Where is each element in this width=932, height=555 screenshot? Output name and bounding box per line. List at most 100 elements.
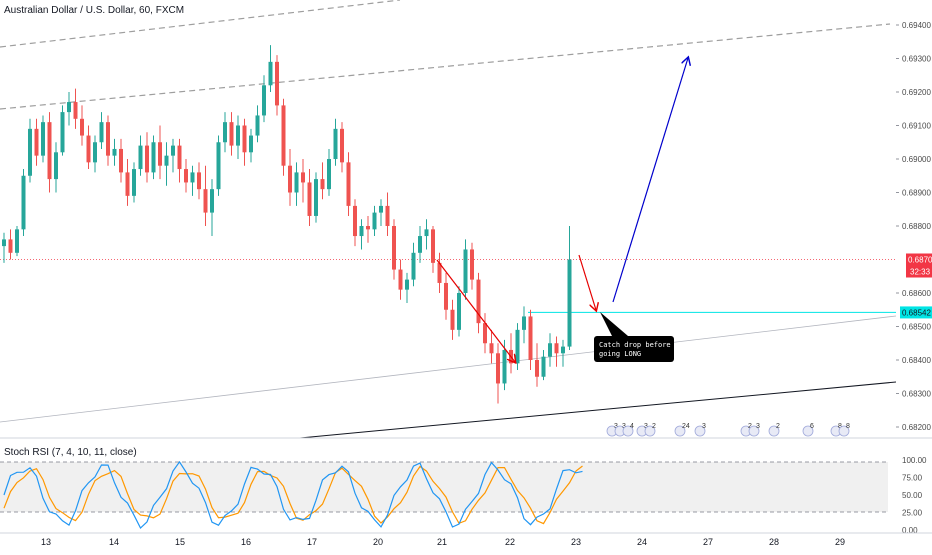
time-label: 23 — [571, 537, 581, 547]
stoch-k-line — [3, 460, 583, 529]
stoch-axis-label: 0.00 — [902, 526, 918, 535]
level-price-tag — [900, 306, 932, 319]
note-box[interactable] — [594, 336, 674, 362]
event-icon[interactable] — [748, 425, 760, 437]
candle-body — [567, 259, 572, 347]
stoch-band — [0, 462, 888, 512]
event-count: 2 — [652, 423, 656, 430]
candle-body — [60, 112, 65, 153]
candle-body — [197, 172, 201, 190]
candle-body — [255, 115, 260, 136]
time-label: 14 — [109, 537, 119, 547]
candle-body — [340, 128, 344, 163]
events-group: 3 3 4 3 2 24 3 2 3 2 6 8 8 — [606, 423, 850, 437]
event-icon[interactable] — [802, 425, 814, 437]
price-label: 0.69000 — [902, 155, 931, 164]
candle-body — [314, 179, 318, 216]
event-count: 3 — [644, 423, 648, 430]
time-label: 27 — [703, 537, 713, 547]
candle-body — [359, 226, 364, 237]
stoch-title: Stoch RSI (7, 4, 10, 11, close) — [4, 447, 137, 458]
event-count: 3 — [702, 423, 706, 430]
candle-body — [411, 252, 416, 280]
time-axis[interactable]: 13 14 15 16 17 20 21 22 23 24 27 28 29 — [41, 537, 845, 547]
candle-body — [158, 142, 162, 166]
candle-body — [67, 102, 71, 113]
time-label: 22 — [505, 537, 515, 547]
price-label: 0.68800 — [902, 222, 931, 231]
price-label: 0.69400 — [902, 21, 931, 30]
event-icon[interactable] — [838, 425, 850, 437]
support-trendline[interactable] — [299, 381, 897, 439]
event-icon[interactable] — [622, 425, 634, 437]
candle-body — [41, 122, 45, 156]
event-count: 3 — [614, 423, 618, 430]
trendlines — [0, 0, 897, 439]
stoch-d-line — [3, 465, 583, 525]
channel-upper-dashed-2[interactable] — [0, 23, 891, 110]
candle-body — [210, 189, 214, 213]
candle-body — [333, 128, 338, 159]
event-count: 24 — [682, 423, 690, 430]
current-price-tag — [906, 253, 932, 266]
time-label: 13 — [41, 537, 51, 547]
candle-body — [457, 293, 461, 330]
price-label: 0.68400 — [902, 356, 931, 365]
candle-body — [21, 175, 26, 230]
candle-body — [541, 356, 546, 377]
drop-arrow-2[interactable] — [578, 254, 596, 310]
candle-body — [177, 145, 182, 170]
candle-body — [73, 102, 78, 119]
candle-body — [93, 142, 97, 163]
event-icon[interactable] — [644, 425, 656, 437]
price-axis[interactable]: 0.69400 0.69300 0.69200 0.69100 0.69000 0.689… — [896, 21, 932, 432]
candle-body — [203, 189, 208, 213]
drop-arrow-1[interactable] — [436, 259, 515, 362]
candle-body — [398, 269, 403, 290]
candle-body — [138, 145, 143, 170]
candle-body — [190, 172, 195, 183]
current-price-value: 0.68700 — [908, 256, 932, 265]
candle-body — [132, 169, 136, 196]
candle-body — [47, 122, 52, 180]
candle-body — [249, 135, 253, 153]
time-label: 29 — [835, 537, 845, 547]
lower-channel-line[interactable] — [0, 315, 897, 423]
candle-body — [470, 249, 474, 280]
candle-body — [164, 155, 169, 166]
candle-body — [320, 179, 325, 190]
candle-body — [307, 182, 312, 216]
long-target-arrow[interactable] — [612, 58, 688, 303]
stoch-axis-label: 50.00 — [902, 491, 923, 500]
candle-body — [424, 229, 429, 237]
candle-body — [444, 282, 448, 310]
candle-body — [554, 343, 559, 354]
candle-body — [8, 239, 13, 253]
candle-body — [450, 309, 455, 330]
event-icon[interactable] — [674, 425, 686, 437]
price-pane[interactable] — [0, 0, 896, 437]
event-icon[interactable] — [694, 425, 706, 437]
candle-body — [392, 226, 396, 270]
candle-body — [372, 212, 377, 230]
candle-body — [2, 239, 6, 247]
candle-body — [366, 226, 370, 230]
price-label: 0.69300 — [902, 55, 931, 64]
stoch-lines — [3, 460, 583, 529]
event-count: 3 — [622, 423, 626, 430]
stoch-axis: 100.00 75.00 50.00 25.00 0.00 — [902, 456, 927, 535]
candle-body — [294, 172, 299, 193]
candle-body — [119, 148, 123, 173]
candle-body — [54, 152, 58, 180]
note-line-1: Catch drop before — [599, 341, 671, 349]
note-line-2: going LONG — [599, 350, 641, 358]
candle-body — [496, 353, 500, 384]
event-icon[interactable] — [768, 425, 780, 437]
channel-upper-dashed-1[interactable] — [0, 0, 401, 48]
candle-body — [418, 236, 422, 253]
time-label: 24 — [637, 537, 647, 547]
candle-body — [125, 172, 130, 196]
countdown-value: 32:33 — [910, 268, 931, 277]
